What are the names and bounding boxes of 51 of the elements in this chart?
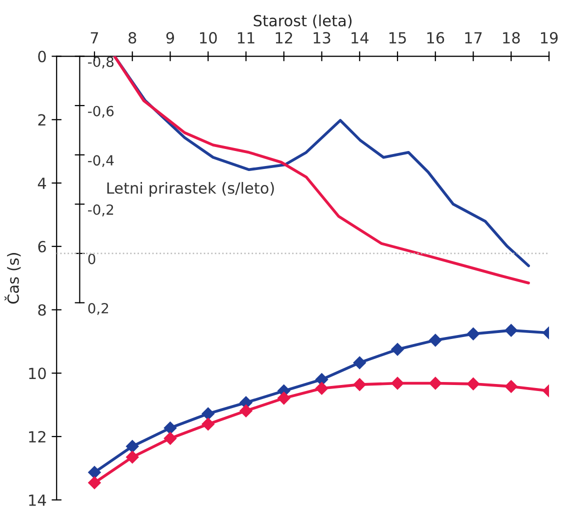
point <box>126 450 139 464</box>
y2-tick-label: -0,8 <box>88 56 114 68</box>
y-tick-label: 8 <box>38 304 46 316</box>
y2-tick-label: -0,4 <box>88 155 114 168</box>
y2-tick-label: -0,2 <box>88 204 114 216</box>
y-axis-title: Čas (s) <box>4 253 21 304</box>
point <box>88 476 101 490</box>
y-tick-label: 6 <box>38 240 46 252</box>
point <box>428 334 442 347</box>
point <box>428 376 442 390</box>
y-tick-label: 4 <box>38 178 46 189</box>
x-tick-label: 8 <box>128 32 136 44</box>
y-tick-label: 2 <box>38 114 46 126</box>
y2-tick-label: -0,6 <box>88 106 114 118</box>
point <box>504 380 518 393</box>
x-tick-label: 14 <box>352 32 368 44</box>
point <box>164 422 177 434</box>
point <box>126 440 139 453</box>
y2-axis-title: Letni prirastek (s/leto) <box>107 182 274 197</box>
point <box>202 418 215 431</box>
x-tick-label: 9 <box>166 32 174 44</box>
point <box>504 324 518 337</box>
point <box>277 392 290 405</box>
y-tick-label: 12 <box>29 430 46 442</box>
x-tick-label: 17 <box>465 32 482 44</box>
x-tick-label: 13 <box>314 32 330 44</box>
point <box>240 404 252 418</box>
x-tick-label: 10 <box>200 32 217 44</box>
y2-tick-label: 0 <box>88 254 96 264</box>
point <box>315 382 328 395</box>
x-tick-label: 16 <box>427 32 444 44</box>
point <box>466 378 480 390</box>
y2-tick-label: 0,2 <box>88 302 108 315</box>
y-tick-label: 14 <box>29 494 46 506</box>
point <box>391 342 404 356</box>
y-tick-label: 0 <box>38 50 46 62</box>
point <box>353 378 366 391</box>
x-tick-label: 15 <box>389 32 406 44</box>
point <box>164 432 177 445</box>
x-tick-label: 7 <box>90 32 98 44</box>
x-tick-label: 18 <box>503 32 520 44</box>
x-tick-label: 11 <box>238 32 254 44</box>
point <box>466 327 480 340</box>
point <box>353 356 366 370</box>
x-tick-label: 19 <box>540 32 558 44</box>
x-axis-title: Starost (leta) <box>254 14 352 28</box>
x-tick-label: 12 <box>276 32 292 44</box>
point <box>391 376 404 390</box>
y-tick-label: 10 <box>29 368 46 380</box>
point <box>88 466 101 479</box>
point <box>202 407 215 420</box>
